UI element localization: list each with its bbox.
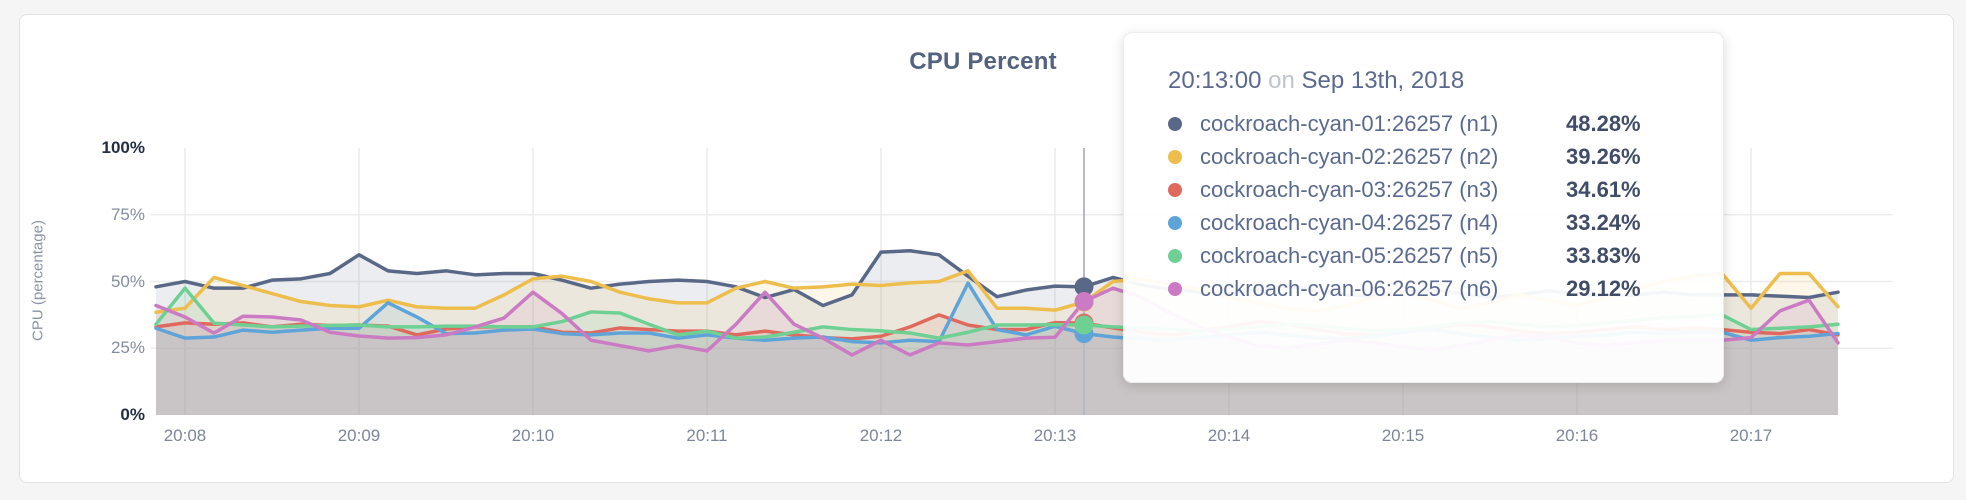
- series-color-dot: [1168, 281, 1182, 296]
- x-tick-label: 20:12: [859, 426, 903, 445]
- tooltip-row: cockroach-cyan-04:26257 (n4) 33.24%: [1168, 206, 1687, 239]
- series-color-dot: [1168, 116, 1182, 131]
- y-tick-label: 50%: [110, 271, 145, 291]
- tooltip-time: 20:13:00: [1168, 67, 1262, 94]
- series-name: cockroach-cyan-04:26257 (n4): [1200, 209, 1499, 235]
- series-color-dot: [1168, 182, 1182, 197]
- series-value: 39.26%: [1566, 143, 1641, 169]
- y-tick-label: 100%: [101, 138, 145, 157]
- x-tick-label: 20:11: [686, 426, 728, 445]
- series-color-dot: [1168, 248, 1182, 263]
- chart-title: CPU Percent: [909, 48, 1057, 75]
- tooltip-on-word: on: [1268, 67, 1295, 94]
- series-name: cockroach-cyan-02:26257 (n2): [1200, 143, 1499, 169]
- series-value: 29.12%: [1566, 275, 1641, 301]
- series-value: 34.61%: [1566, 176, 1641, 202]
- x-tick-label: 20:17: [1729, 426, 1773, 445]
- tooltip-date: Sep 13th, 2018: [1301, 67, 1465, 94]
- tooltip-timestamp: 20:13:00 on Sep 13th, 2018: [1168, 67, 1687, 95]
- series-name: cockroach-cyan-01:26257 (n1): [1200, 110, 1499, 136]
- y-tick-label: 0%: [120, 405, 145, 424]
- series-name: cockroach-cyan-06:26257 (n6): [1200, 275, 1499, 301]
- tooltip-row: cockroach-cyan-06:26257 (n6) 29.12%: [1168, 272, 1687, 305]
- x-tick-label: 20:15: [1381, 426, 1425, 445]
- y-tick-label: 25%: [110, 338, 145, 358]
- series-color-dot: [1168, 215, 1182, 230]
- x-tick-label: 20:08: [163, 426, 207, 445]
- x-tick-label: 20:09: [337, 426, 381, 445]
- y-tick-label: 75%: [110, 204, 145, 224]
- x-tick-label: 20:16: [1555, 426, 1599, 445]
- hover-tooltip: 20:13:00 on Sep 13th, 2018 cockroach-cya…: [1123, 32, 1724, 383]
- series-color-dot: [1168, 149, 1182, 164]
- x-tick-label: 20:13: [1033, 426, 1077, 445]
- series-value: 33.24%: [1566, 209, 1641, 235]
- series-value: 33.83%: [1566, 242, 1641, 268]
- x-tick-label: 20:14: [1207, 426, 1251, 445]
- tooltip-row: cockroach-cyan-02:26257 (n2) 39.26%: [1168, 140, 1687, 173]
- x-tick-label: 20:10: [511, 426, 555, 445]
- tooltip-row: cockroach-cyan-05:26257 (n5) 33.83%: [1168, 239, 1687, 272]
- series-name: cockroach-cyan-05:26257 (n5): [1200, 242, 1499, 268]
- series-value: 48.28%: [1566, 110, 1641, 136]
- tooltip-row: cockroach-cyan-01:26257 (n1) 48.28%: [1168, 107, 1687, 140]
- tooltip-row: cockroach-cyan-03:26257 (n3) 34.61%: [1168, 173, 1687, 206]
- series-name: cockroach-cyan-03:26257 (n3): [1200, 176, 1499, 202]
